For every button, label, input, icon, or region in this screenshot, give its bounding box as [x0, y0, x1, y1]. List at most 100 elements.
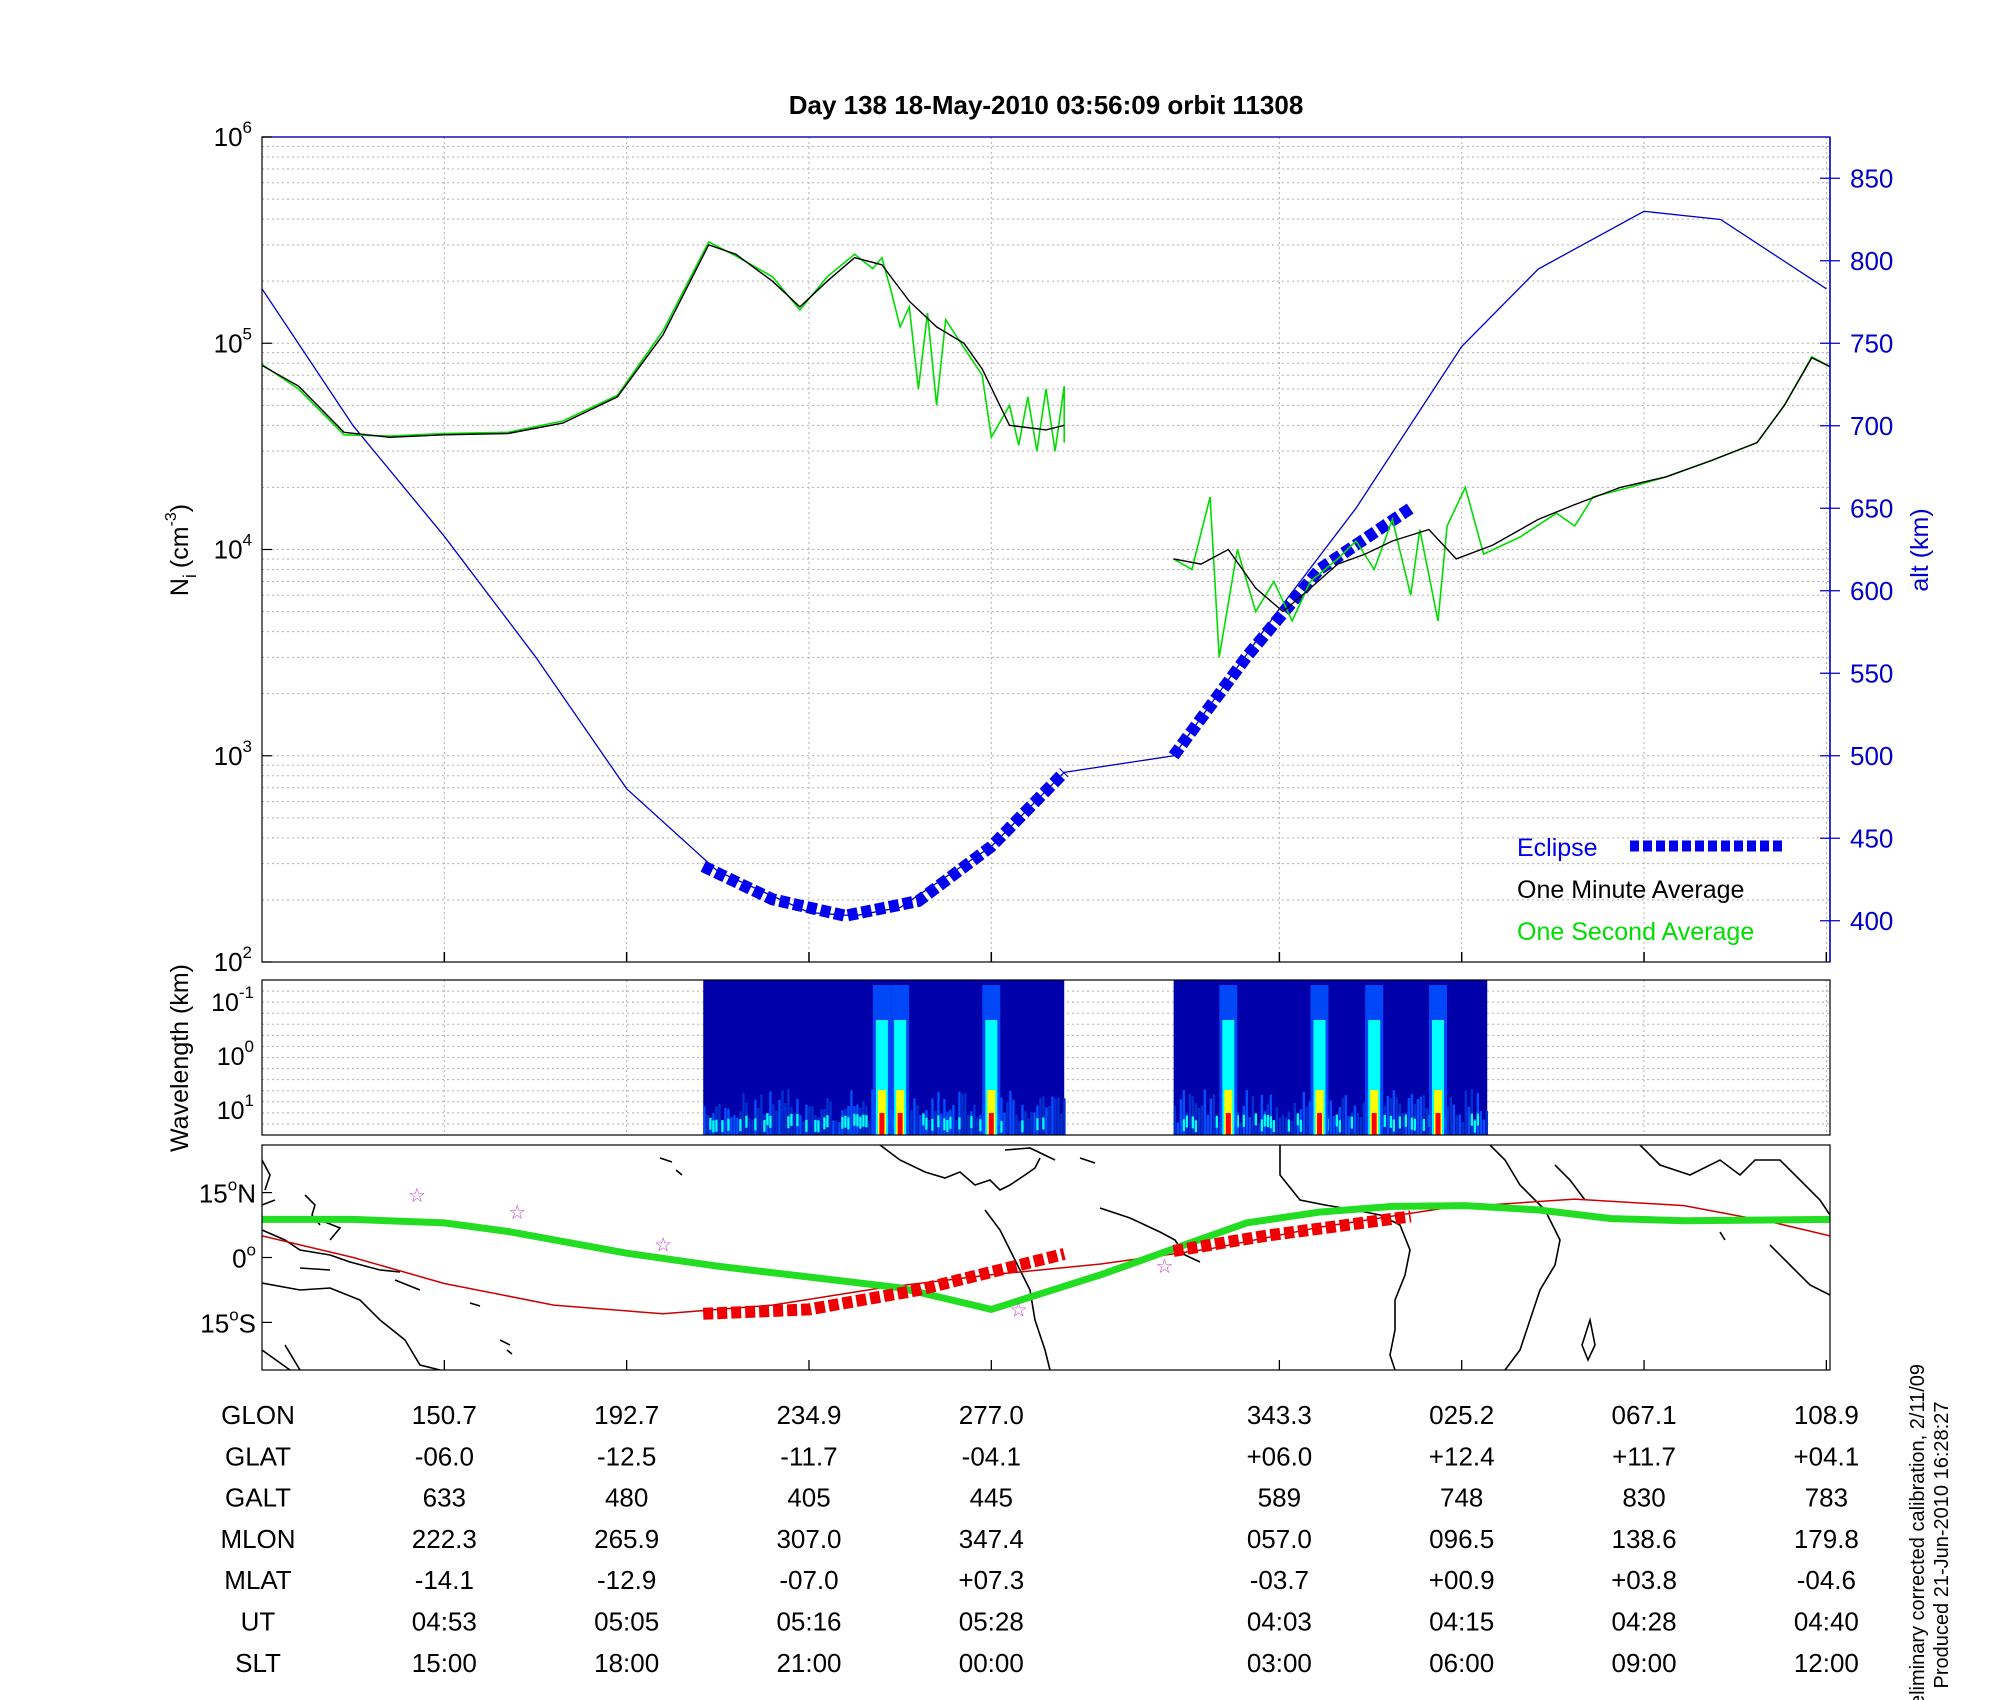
spectrogram-column	[943, 1118, 946, 1131]
spectrogram-burst	[1315, 1090, 1324, 1135]
spectrogram-column	[931, 1118, 934, 1131]
chart-title: Day 138 18-May-2010 03:56:09 orbit 11308	[789, 90, 1304, 120]
map-lat-label: 15oN	[199, 1176, 256, 1209]
spectrogram-column	[958, 1117, 961, 1130]
spectrogram-burst	[1435, 1113, 1441, 1135]
table-cell: -03.7	[1250, 1565, 1309, 1595]
table-row-label: GALT	[225, 1483, 291, 1513]
spectrogram-column	[868, 1121, 871, 1135]
table-cell: 04:03	[1247, 1607, 1312, 1637]
spectrogram-column	[721, 1120, 724, 1133]
table-cell: 343.3	[1247, 1400, 1312, 1430]
spectrogram-column	[949, 1116, 952, 1129]
spectrogram-column	[784, 1103, 787, 1135]
spectrogram-column	[787, 1116, 790, 1129]
table-cell: +06.0	[1246, 1441, 1312, 1471]
spectrogram-column	[1416, 1099, 1420, 1135]
table-cell: 347.4	[959, 1524, 1024, 1554]
spectrogram-column	[1485, 1111, 1489, 1135]
spectrogram-column	[1260, 1094, 1264, 1135]
one-second-series	[1173, 355, 1830, 658]
spectrogram-tick-labels: 10-1 100 101	[211, 983, 254, 1125]
spectrogram-column	[1036, 1118, 1039, 1131]
right-tick-label: 750	[1850, 328, 1893, 358]
spectrogram-column	[1173, 1106, 1177, 1135]
spectrogram-burst	[879, 1113, 885, 1135]
table-cell: -11.7	[780, 1441, 837, 1471]
spectrogram-column	[823, 1117, 826, 1130]
coast-australia-newguinea	[262, 1282, 441, 1370]
table-cell: 05:16	[776, 1607, 841, 1637]
spectrogram-column	[1054, 1098, 1057, 1135]
spectrogram-column	[1413, 1118, 1417, 1131]
spectrogram-column	[1236, 1115, 1240, 1128]
table-cell: +12.4	[1429, 1441, 1495, 1471]
table-cell: +04.1	[1793, 1441, 1859, 1471]
table-cell: 096.5	[1429, 1524, 1494, 1554]
spectrogram-column	[790, 1113, 793, 1126]
table-cell: 05:05	[594, 1607, 659, 1637]
spectrogram-column	[1461, 1122, 1465, 1135]
event-star: ☆	[654, 1235, 672, 1257]
table-cell: 265.9	[594, 1524, 659, 1554]
spectrogram-column	[1419, 1096, 1423, 1135]
spectrogram-burst	[1370, 1090, 1379, 1135]
spectrogram-column	[1344, 1095, 1348, 1135]
spectrogram-column	[1203, 1089, 1207, 1135]
table-cell: 234.9	[776, 1400, 841, 1430]
spectrogram-column	[1473, 1120, 1477, 1133]
one-second-series	[262, 240, 1065, 452]
spectrogram-column	[1446, 1106, 1450, 1135]
spectrogram-column	[1470, 1089, 1474, 1135]
spectrogram-column	[1251, 1095, 1255, 1135]
spectrogram-column	[1012, 1099, 1015, 1135]
spectrogram-column	[1212, 1094, 1216, 1135]
spectrogram-column	[1272, 1120, 1276, 1133]
right-tick-labels: 400 450 500 550 600 650 700 750 800 850	[1820, 163, 1893, 936]
spectrogram-column	[1362, 1102, 1366, 1135]
spectrogram-column	[1215, 1115, 1219, 1128]
spectrogram-column	[1353, 1105, 1357, 1135]
spectrogram-column	[808, 1106, 811, 1135]
spectrogram-column	[811, 1106, 814, 1135]
coast-pacific-islands	[469, 1157, 683, 1355]
table-cell: 405	[787, 1483, 830, 1513]
spec-tick-label: 101	[217, 1091, 254, 1125]
spectrogram-column	[1188, 1093, 1192, 1135]
spectrogram-column	[1359, 1116, 1363, 1135]
spectrogram-column	[847, 1117, 850, 1130]
spectrogram-column	[1245, 1090, 1249, 1135]
map-panel: ☆ ☆ ☆ ☆ ☆ 15oN 0o 15oS	[199, 1144, 1831, 1371]
spectrogram-column	[1009, 1090, 1012, 1135]
event-star: ☆	[508, 1202, 526, 1224]
table-cell: -12.5	[597, 1441, 656, 1471]
table-cell: 277.0	[959, 1400, 1024, 1430]
spectrogram-burst	[1225, 1113, 1231, 1135]
spectrogram-burst	[877, 1090, 886, 1135]
coastlines	[262, 1145, 1830, 1370]
event-star: ☆	[408, 1185, 426, 1207]
spectrogram-column	[952, 1105, 955, 1135]
spectrogram-column	[919, 1115, 922, 1135]
spectrogram-column	[961, 1093, 964, 1135]
spectrogram-column	[1209, 1098, 1213, 1135]
spectrogram-blocks	[703, 980, 1489, 1135]
legend: Eclipse One Minute Average One Second Av…	[1517, 834, 1785, 946]
spectrogram-column	[1242, 1114, 1246, 1127]
spectrogram-column	[754, 1099, 757, 1135]
spectrogram-column	[1239, 1122, 1243, 1135]
table-cell: +03.8	[1611, 1565, 1677, 1595]
spectrogram-column	[1422, 1095, 1426, 1135]
spectrogram-burst	[896, 1090, 905, 1135]
spectrogram-column	[910, 1109, 913, 1135]
spectrogram-column	[1206, 1114, 1210, 1135]
legend-one-minute-label: One Minute Average	[1517, 876, 1744, 904]
spectrogram-column	[1269, 1094, 1273, 1135]
spectrogram-column	[931, 1098, 934, 1135]
spectrogram-column	[1410, 1093, 1414, 1135]
spectrogram-column	[946, 1120, 949, 1133]
spectrogram-column	[709, 1117, 712, 1130]
spectrogram-column	[1470, 1113, 1474, 1126]
spectrogram-column	[832, 1120, 835, 1135]
spectrogram-column	[748, 1118, 751, 1135]
